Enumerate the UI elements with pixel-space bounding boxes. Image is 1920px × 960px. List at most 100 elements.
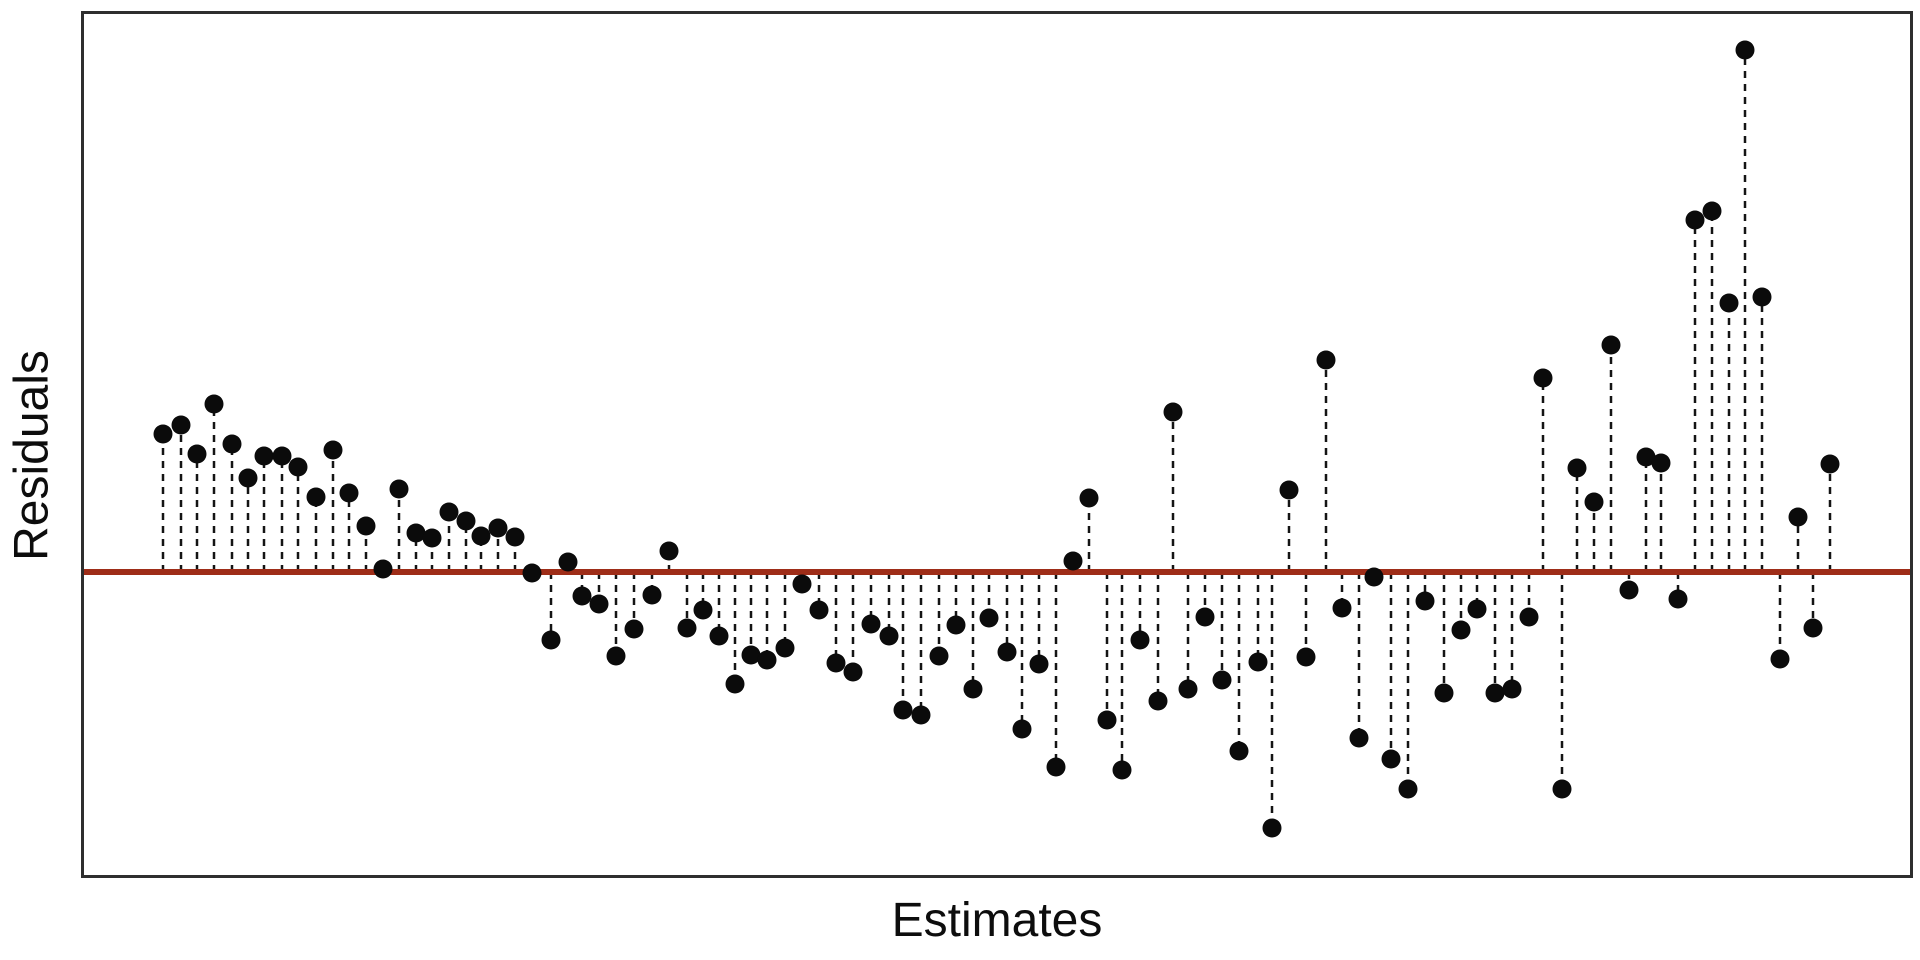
data-point <box>356 516 376 536</box>
data-point <box>422 528 442 548</box>
data-point <box>693 600 713 620</box>
data-point <box>222 434 242 454</box>
data-point <box>893 700 913 720</box>
data-point <box>1262 818 1282 838</box>
data-point <box>1296 647 1316 667</box>
data-point <box>1467 599 1487 619</box>
data-point <box>963 679 983 699</box>
data-point <box>997 642 1017 662</box>
plot-area <box>81 11 1913 878</box>
data-point <box>1097 710 1117 730</box>
data-point <box>1735 40 1755 60</box>
data-point <box>843 662 863 682</box>
data-point <box>1046 757 1066 777</box>
data-point <box>373 559 393 579</box>
data-point <box>1163 402 1183 422</box>
data-point <box>677 618 697 638</box>
data-point <box>1349 728 1369 748</box>
data-point <box>1279 480 1299 500</box>
data-point <box>505 527 525 547</box>
data-point <box>541 630 561 650</box>
data-point <box>1820 454 1840 474</box>
data-point <box>1485 683 1505 703</box>
data-point <box>1079 488 1099 508</box>
data-point <box>606 646 626 666</box>
data-point <box>809 600 829 620</box>
data-point <box>204 394 224 414</box>
data-point <box>725 674 745 694</box>
data-point <box>741 645 761 665</box>
data-point <box>1212 670 1232 690</box>
data-point <box>187 444 207 464</box>
data-point <box>1130 630 1150 650</box>
data-point <box>1316 350 1336 370</box>
data-point <box>1364 567 1384 587</box>
data-point <box>589 594 609 614</box>
data-point <box>439 502 459 522</box>
data-point <box>861 614 881 634</box>
data-point <box>1702 201 1722 221</box>
data-point <box>572 586 592 606</box>
data-point <box>1719 293 1739 313</box>
data-point <box>659 541 679 561</box>
data-point <box>272 446 292 466</box>
data-point <box>1519 607 1539 627</box>
data-point <box>757 650 777 670</box>
data-point <box>488 518 508 538</box>
plot-canvas <box>84 40 1910 838</box>
data-point <box>1248 652 1268 672</box>
data-point <box>979 608 999 628</box>
data-point <box>826 653 846 673</box>
data-point <box>1770 649 1790 669</box>
data-point <box>792 574 812 594</box>
data-point <box>1029 654 1049 674</box>
data-point <box>1502 679 1522 699</box>
data-point <box>1381 749 1401 769</box>
data-point <box>406 523 426 543</box>
data-point <box>1178 679 1198 699</box>
data-point <box>1552 779 1572 799</box>
data-point <box>1112 760 1132 780</box>
data-point <box>1567 458 1587 478</box>
data-point <box>1619 580 1639 600</box>
data-point <box>456 511 476 531</box>
data-point <box>1685 210 1705 230</box>
data-point <box>624 619 644 639</box>
data-point <box>1451 620 1471 640</box>
data-point <box>339 483 359 503</box>
data-point <box>323 440 343 460</box>
data-point <box>1752 287 1772 307</box>
data-point <box>1332 598 1352 618</box>
data-point <box>558 552 578 572</box>
data-point <box>1803 618 1823 638</box>
data-point <box>1398 779 1418 799</box>
data-point <box>153 424 173 444</box>
data-point <box>471 526 491 546</box>
data-point <box>306 487 326 507</box>
data-point <box>288 457 308 477</box>
data-point <box>254 446 274 466</box>
x-axis-label: Estimates <box>891 894 1103 947</box>
data-point <box>1012 719 1032 739</box>
data-point <box>1668 589 1688 609</box>
data-point <box>389 479 409 499</box>
data-point <box>1148 691 1168 711</box>
data-point <box>1651 453 1671 473</box>
data-point <box>1788 507 1808 527</box>
data-point <box>946 615 966 635</box>
y-axis-label: Residuals <box>5 350 59 561</box>
data-point <box>1584 492 1604 512</box>
data-point <box>709 626 729 646</box>
data-point <box>775 638 795 658</box>
data-point <box>238 468 258 488</box>
data-point <box>1434 683 1454 703</box>
data-point <box>1063 551 1083 571</box>
data-point <box>1601 335 1621 355</box>
data-point <box>1533 368 1553 388</box>
data-point <box>879 626 899 646</box>
data-point <box>1195 607 1215 627</box>
data-point <box>1415 591 1435 611</box>
data-point <box>1636 447 1656 467</box>
data-point <box>929 646 949 666</box>
